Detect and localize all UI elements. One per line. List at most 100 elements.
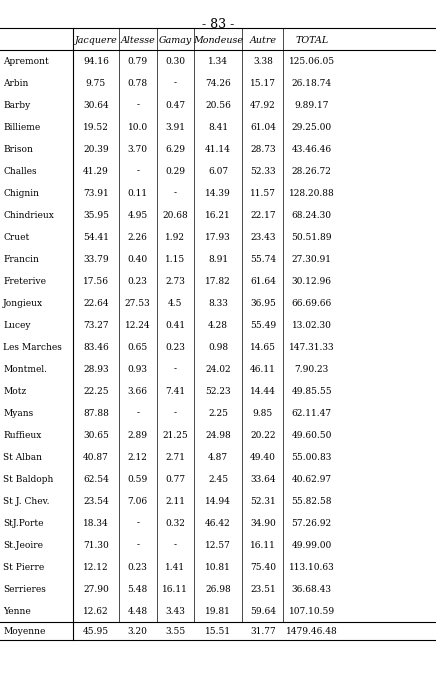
Text: 0.77: 0.77: [165, 475, 185, 483]
Text: 0.32: 0.32: [165, 519, 185, 527]
Text: 4.28: 4.28: [208, 321, 228, 330]
Text: 94.16: 94.16: [83, 56, 109, 66]
Text: -: -: [136, 167, 139, 176]
Text: 23.54: 23.54: [83, 496, 109, 506]
Text: 1.34: 1.34: [208, 56, 228, 66]
Text: 2.89: 2.89: [128, 431, 148, 439]
Text: 24.98: 24.98: [205, 431, 231, 439]
Text: 74.26: 74.26: [205, 79, 231, 87]
Text: 46.11: 46.11: [250, 365, 276, 374]
Text: 20.22: 20.22: [250, 431, 276, 439]
Text: Les Marches: Les Marches: [3, 342, 62, 351]
Text: 147.31.33: 147.31.33: [289, 342, 334, 351]
Text: 2.26: 2.26: [128, 233, 148, 241]
Text: 27.53: 27.53: [125, 298, 151, 308]
Text: 49.99.00: 49.99.00: [292, 540, 332, 549]
Text: 62.54: 62.54: [83, 475, 109, 483]
Text: Francin: Francin: [3, 254, 39, 264]
Text: Altesse: Altesse: [120, 36, 155, 45]
Text: 12.24: 12.24: [125, 321, 150, 330]
Text: 2.45: 2.45: [208, 475, 228, 483]
Text: -: -: [136, 519, 139, 527]
Text: 22.64: 22.64: [83, 298, 109, 308]
Text: Yenne: Yenne: [3, 607, 31, 616]
Text: 9.85: 9.85: [253, 409, 273, 418]
Text: 30.64: 30.64: [83, 100, 109, 110]
Text: 46.42: 46.42: [205, 519, 231, 527]
Text: 7.90.23: 7.90.23: [295, 365, 329, 374]
Text: Montmel.: Montmel.: [3, 365, 47, 374]
Text: 59.64: 59.64: [250, 607, 276, 616]
Text: 20.56: 20.56: [205, 100, 231, 110]
Text: Chignin: Chignin: [3, 188, 39, 197]
Text: 3.38: 3.38: [253, 56, 273, 66]
Text: 4.48: 4.48: [128, 607, 148, 616]
Text: 36.68.43: 36.68.43: [292, 584, 332, 593]
Text: 23.51: 23.51: [250, 584, 276, 593]
Text: 7.06: 7.06: [128, 496, 148, 506]
Text: -: -: [136, 409, 139, 418]
Text: 71.30: 71.30: [83, 540, 109, 549]
Text: 20.68: 20.68: [162, 210, 188, 220]
Text: 4.5: 4.5: [168, 298, 183, 308]
Text: 0.79: 0.79: [128, 56, 148, 66]
Text: 28.26.72: 28.26.72: [292, 167, 332, 176]
Text: 40.87: 40.87: [83, 452, 109, 462]
Text: Serrieres: Serrieres: [3, 584, 46, 593]
Text: Autre: Autre: [249, 36, 276, 45]
Text: TOTAL: TOTAL: [295, 36, 328, 45]
Text: 8.33: 8.33: [208, 298, 228, 308]
Text: 10.0: 10.0: [128, 123, 148, 132]
Text: 3.20: 3.20: [128, 627, 148, 637]
Text: - 83 -: - 83 -: [202, 18, 234, 31]
Text: Jacquere: Jacquere: [75, 36, 117, 45]
Text: 14.39: 14.39: [205, 188, 231, 197]
Text: 52.31: 52.31: [250, 496, 276, 506]
Text: 6.29: 6.29: [165, 144, 185, 153]
Text: Lucey: Lucey: [3, 321, 31, 330]
Text: 4.95: 4.95: [128, 210, 148, 220]
Text: 29.25.00: 29.25.00: [292, 123, 332, 132]
Text: 50.51.89: 50.51.89: [292, 233, 332, 241]
Text: 1.92: 1.92: [165, 233, 185, 241]
Text: 11.57: 11.57: [250, 188, 276, 197]
Text: -: -: [136, 100, 139, 110]
Text: 5.48: 5.48: [128, 584, 148, 593]
Text: 18.34: 18.34: [83, 519, 109, 527]
Text: 4.87: 4.87: [208, 452, 228, 462]
Text: 24.02: 24.02: [205, 365, 231, 374]
Text: 12.62: 12.62: [83, 607, 109, 616]
Text: Apremont: Apremont: [3, 56, 49, 66]
Text: St Alban: St Alban: [3, 452, 42, 462]
Text: 61.04: 61.04: [250, 123, 276, 132]
Text: Cruet: Cruet: [3, 233, 29, 241]
Text: 17.56: 17.56: [83, 277, 109, 285]
Text: Brison: Brison: [3, 144, 33, 153]
Text: 33.79: 33.79: [83, 254, 109, 264]
Text: Ruffieux: Ruffieux: [3, 431, 41, 439]
Text: 30.65: 30.65: [83, 431, 109, 439]
Text: 52.23: 52.23: [205, 386, 231, 395]
Text: Chindrieux: Chindrieux: [3, 210, 54, 220]
Text: 40.62.97: 40.62.97: [292, 475, 332, 483]
Text: 49.40: 49.40: [250, 452, 276, 462]
Text: 49.85.55: 49.85.55: [291, 386, 332, 395]
Text: Gamay: Gamay: [159, 36, 192, 45]
Text: 35.95: 35.95: [83, 210, 109, 220]
Text: -: -: [136, 540, 139, 549]
Text: 14.94: 14.94: [205, 496, 231, 506]
Text: 14.65: 14.65: [250, 342, 276, 351]
Text: 1.41: 1.41: [165, 563, 185, 572]
Text: 0.93: 0.93: [128, 365, 148, 374]
Text: 43.46.46: 43.46.46: [292, 144, 332, 153]
Text: 3.55: 3.55: [165, 627, 185, 637]
Text: 55.00.83: 55.00.83: [292, 452, 332, 462]
Text: 54.41: 54.41: [83, 233, 109, 241]
Text: 113.10.63: 113.10.63: [289, 563, 334, 572]
Text: 9.75: 9.75: [86, 79, 106, 87]
Text: 62.11.47: 62.11.47: [292, 409, 332, 418]
Text: 28.73: 28.73: [250, 144, 276, 153]
Text: 68.24.30: 68.24.30: [292, 210, 332, 220]
Text: 87.88: 87.88: [83, 409, 109, 418]
Text: 6.07: 6.07: [208, 167, 228, 176]
